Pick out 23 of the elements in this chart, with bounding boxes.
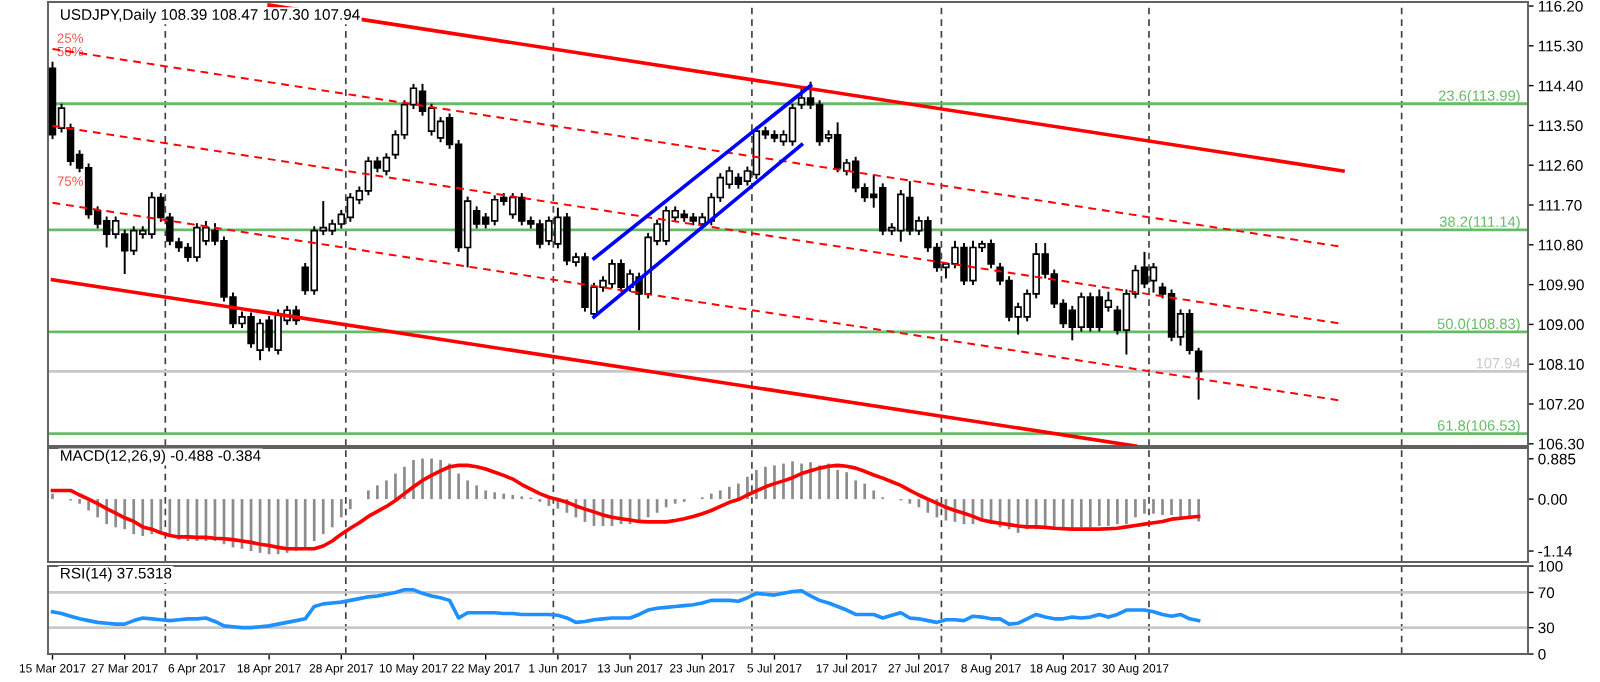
candlestick xyxy=(84,162,93,220)
candlestick xyxy=(346,192,355,223)
candlestick xyxy=(788,102,797,147)
candlestick xyxy=(382,152,391,177)
candlestick xyxy=(1167,288,1176,343)
candlestick xyxy=(1086,291,1095,333)
candlestick xyxy=(490,194,499,227)
candlestick xyxy=(833,121,842,174)
candlestick xyxy=(1149,261,1158,294)
candlestick xyxy=(364,155,373,197)
candlestick xyxy=(851,155,860,194)
line-series xyxy=(50,588,1201,630)
candlestick xyxy=(1194,346,1203,401)
candlestick xyxy=(66,122,75,167)
candlestick xyxy=(120,228,129,275)
candlestick xyxy=(1140,250,1149,290)
candlestick xyxy=(725,165,734,190)
candlestick xyxy=(1077,291,1086,333)
candlestick xyxy=(102,215,111,249)
candlestick xyxy=(1095,288,1104,333)
candlestick xyxy=(1185,308,1194,356)
line-series xyxy=(50,463,1201,551)
candlestick xyxy=(815,99,824,147)
